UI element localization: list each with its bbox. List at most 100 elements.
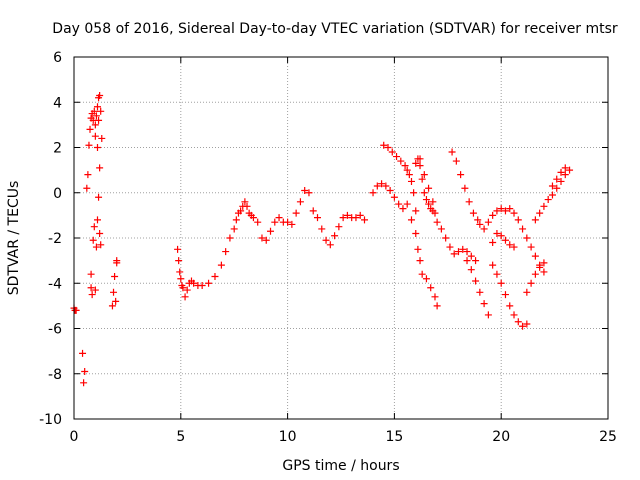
data-point [95, 116, 103, 124]
data-point [416, 257, 424, 265]
data-point [463, 248, 471, 256]
data-point [98, 134, 106, 142]
data-point [267, 227, 275, 235]
data-point [484, 218, 492, 226]
data-point [230, 225, 238, 233]
data-point [403, 200, 411, 208]
data-point [288, 220, 296, 228]
data-point [523, 288, 531, 296]
data-point [489, 211, 497, 219]
y-tick-label: 4 [53, 95, 62, 111]
data-point [84, 171, 92, 179]
data-point [241, 198, 249, 206]
data-point [405, 171, 413, 179]
data-point [418, 175, 426, 183]
data-point [489, 261, 497, 269]
y-tick-label: -2 [48, 231, 62, 247]
y-tick-label: 0 [53, 186, 62, 202]
y-tick-label: -4 [48, 276, 62, 292]
data-point [335, 223, 343, 231]
data-point [557, 177, 565, 185]
y-tick-label: 6 [53, 50, 62, 66]
data-point [474, 216, 482, 224]
data-point [296, 198, 304, 206]
data-point [457, 171, 465, 179]
data-point [176, 268, 184, 276]
data-point [416, 162, 424, 170]
data-point [497, 232, 505, 240]
data-point [258, 234, 266, 242]
data-point [557, 168, 565, 176]
data-point [548, 191, 556, 199]
x-tick-label: 20 [492, 429, 510, 445]
data-point [305, 189, 313, 197]
data-point [403, 166, 411, 174]
data-point [454, 248, 462, 256]
data-point [108, 302, 116, 310]
data-point [96, 164, 104, 172]
data-point [412, 159, 420, 167]
data-point [179, 284, 187, 292]
data-point [446, 243, 454, 251]
data-point [97, 241, 105, 249]
data-point [112, 297, 120, 305]
data-point [380, 141, 388, 149]
data-point [489, 239, 497, 247]
data-point [420, 189, 428, 197]
tick-labels: 0 5 10 15 20 25 -10 -8 -6 -4 -2 0 2 4 6 [39, 50, 617, 445]
data-point [519, 225, 527, 233]
data-point [91, 121, 99, 129]
data-point [93, 103, 101, 111]
data-point [425, 184, 433, 192]
data-point [480, 225, 488, 233]
data-point [181, 293, 189, 301]
y-tick-label: -8 [48, 367, 62, 383]
data-point [467, 266, 475, 274]
data-point [80, 379, 88, 387]
data-point [420, 171, 428, 179]
data-point [111, 272, 119, 280]
data-point [360, 216, 368, 224]
data-point [384, 144, 392, 151]
data-point [422, 275, 430, 283]
data-point [544, 196, 552, 204]
data-point [531, 216, 539, 224]
data-point [497, 279, 505, 287]
data-point [410, 189, 418, 197]
data-point [378, 180, 386, 188]
data-point [540, 268, 548, 276]
data-point [262, 236, 270, 244]
data-point [452, 157, 460, 165]
data-point [480, 300, 488, 308]
x-tick-label: 25 [599, 429, 617, 445]
data-point [90, 223, 98, 231]
y-tick-label: -6 [48, 322, 62, 338]
data-point [93, 144, 101, 151]
data-point [469, 209, 477, 217]
data-point [427, 284, 435, 292]
data-point [88, 291, 96, 299]
data-point [96, 91, 104, 99]
data-point [174, 245, 182, 253]
data-point [510, 243, 518, 251]
data-point [553, 184, 561, 192]
data-point [561, 164, 569, 172]
data-point [493, 207, 501, 215]
data-point [249, 214, 257, 222]
data-point [536, 263, 544, 271]
data-point [175, 257, 183, 265]
data-point [177, 275, 185, 283]
data-point [401, 162, 409, 170]
data-point [205, 279, 213, 287]
data-point [476, 288, 484, 296]
data-point [222, 248, 230, 256]
data-point [85, 141, 93, 149]
data-point [93, 216, 101, 224]
data-point [226, 234, 234, 242]
data-point [493, 270, 501, 278]
data-point [523, 320, 531, 328]
data-point [561, 171, 569, 179]
data-point [531, 252, 539, 260]
data-point [92, 243, 100, 251]
data-point [506, 205, 514, 213]
